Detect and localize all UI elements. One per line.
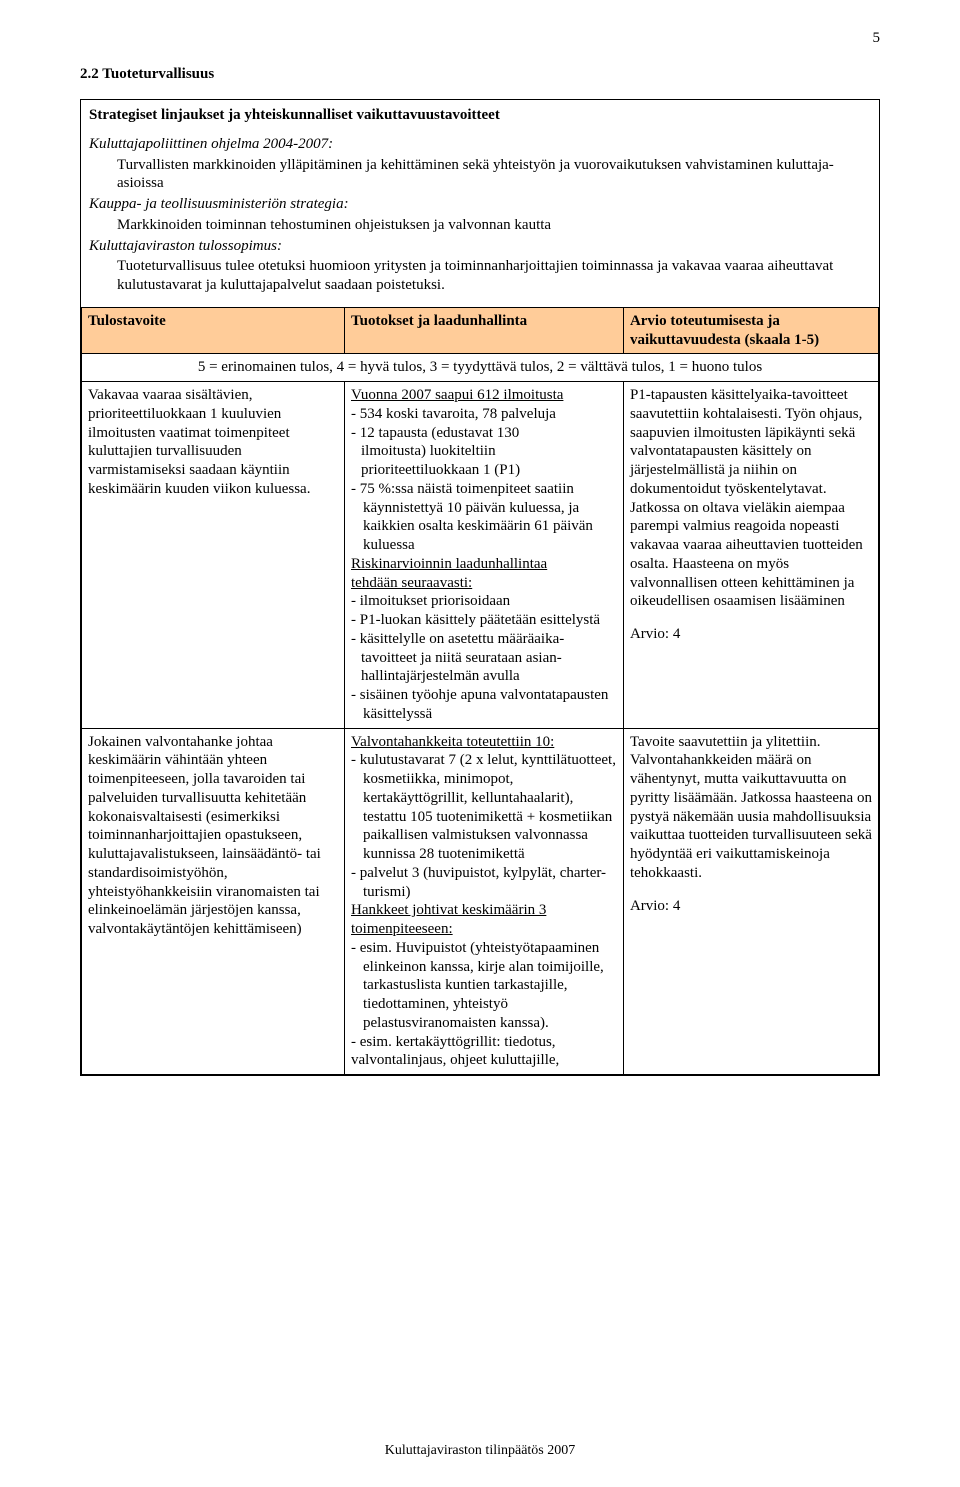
ministry-text: Markkinoiden toiminnan tehostuminen ohje… bbox=[89, 216, 871, 235]
list-item: ilmoitusta) luokiteltiin bbox=[351, 442, 617, 461]
assessment-score: Arvio: 4 bbox=[630, 625, 872, 644]
list-item: - P1-luokan käsittely päätetään esittely… bbox=[351, 611, 617, 630]
col-header-2: Tuotokset ja laadunhallinta bbox=[345, 307, 624, 354]
cell-output: Valvontahankkeita toteutettiin 10: - kul… bbox=[345, 728, 624, 1075]
cell-goal: Jokainen valvontahanke johtaa keskimääri… bbox=[82, 728, 345, 1075]
label-programme: Kuluttajapoliittinen ohjelma 2004-2007: bbox=[89, 136, 333, 152]
underline-heading: Hankkeet johtivat keskimäärin 3 bbox=[351, 901, 617, 920]
table-row: Jokainen valvontahanke johtaa keskimääri… bbox=[82, 728, 879, 1075]
cell-goal: Vakavaa vaaraa sisältävien, prioriteetti… bbox=[82, 382, 345, 729]
page-footer: Kuluttajaviraston tilinpäätös 2007 bbox=[0, 1443, 960, 1459]
list-item: hallintajärjestelmän avulla bbox=[351, 667, 617, 686]
underline-heading: tehdään seuraavasti: bbox=[351, 574, 617, 593]
strategy-title: Strategiset linjaukset ja yhteiskunnalli… bbox=[89, 106, 871, 125]
list-item: - 12 tapausta (edustavat 130 bbox=[351, 424, 617, 443]
page-number: 5 bbox=[873, 30, 881, 47]
list-item: - käsittelylle on asetettu määräaika- bbox=[351, 630, 617, 649]
assessment-text: P1-tapausten käsittelyaika-tavoitteet sa… bbox=[630, 386, 872, 611]
list-item: - 534 koski tavaroita, 78 palveluja bbox=[351, 405, 617, 424]
label-ministry: Kauppa- ja teollisuusministeriön strateg… bbox=[89, 196, 349, 212]
cell-assessment: P1-tapausten käsittelyaika-tavoitteet sa… bbox=[623, 382, 878, 729]
scale-legend: 5 = erinomainen tulos, 4 = hyvä tulos, 3… bbox=[82, 354, 879, 382]
list-item: - esim. kertakäyttögrillit: tiedotus, va… bbox=[351, 1033, 617, 1071]
list-item: - sisäinen työohje apuna valvontatapaust… bbox=[351, 686, 617, 724]
col-header-3: Arvio toteutumisesta ja vaikuttavuudesta… bbox=[623, 307, 878, 354]
underline-heading: Vuonna 2007 saapui 612 ilmoitusta bbox=[351, 386, 617, 405]
underline-heading: Valvontahankkeita toteutettiin 10: bbox=[351, 733, 617, 752]
underline-heading: toimenpiteeseen: bbox=[351, 920, 617, 939]
section-heading: 2.2 Tuoteturvallisuus bbox=[80, 66, 880, 83]
col-header-1: Tulostavoite bbox=[82, 307, 345, 354]
results-table: Tulostavoite Tuotokset ja laadunhallinta… bbox=[81, 307, 879, 1075]
list-item: - esim. Huvipuistot (yhteistyötapaaminen… bbox=[351, 939, 617, 1033]
label-agreement: Kuluttajaviraston tulossopimus: bbox=[89, 238, 282, 254]
list-item: prioriteettiluokkaan 1 (P1) bbox=[351, 461, 617, 480]
list-item: - palvelut 3 (huvipuistot, kylpylät, cha… bbox=[351, 864, 617, 902]
assessment-score: Arvio: 4 bbox=[630, 897, 872, 916]
cell-assessment: Tavoite saavutettiin ja ylitettiin. Valv… bbox=[623, 728, 878, 1075]
cell-output: Vuonna 2007 saapui 612 ilmoitusta - 534 … bbox=[345, 382, 624, 729]
assessment-text: Tavoite saavutettiin ja ylitettiin. Valv… bbox=[630, 733, 872, 883]
agreement-text: Tuoteturvallisuus tulee otetuksi huomioo… bbox=[89, 257, 871, 295]
table-row: Vakavaa vaaraa sisältävien, prioriteetti… bbox=[82, 382, 879, 729]
list-item: tavoitteet ja niitä seurataan asian- bbox=[351, 649, 617, 668]
underline-heading: Riskinarvioinnin laadunhallintaa bbox=[351, 555, 617, 574]
list-item: - 75 %:ssa näistä toimenpiteet saatiin k… bbox=[351, 480, 617, 555]
list-item: - ilmoitukset priorisoidaan bbox=[351, 592, 617, 611]
programme-text: Turvallisten markkinoiden ylläpitäminen … bbox=[89, 156, 871, 194]
strategy-box: Strategiset linjaukset ja yhteiskunnalli… bbox=[81, 100, 879, 307]
list-item: - kulutustavarat 7 (2 x lelut, kynttilät… bbox=[351, 751, 617, 864]
